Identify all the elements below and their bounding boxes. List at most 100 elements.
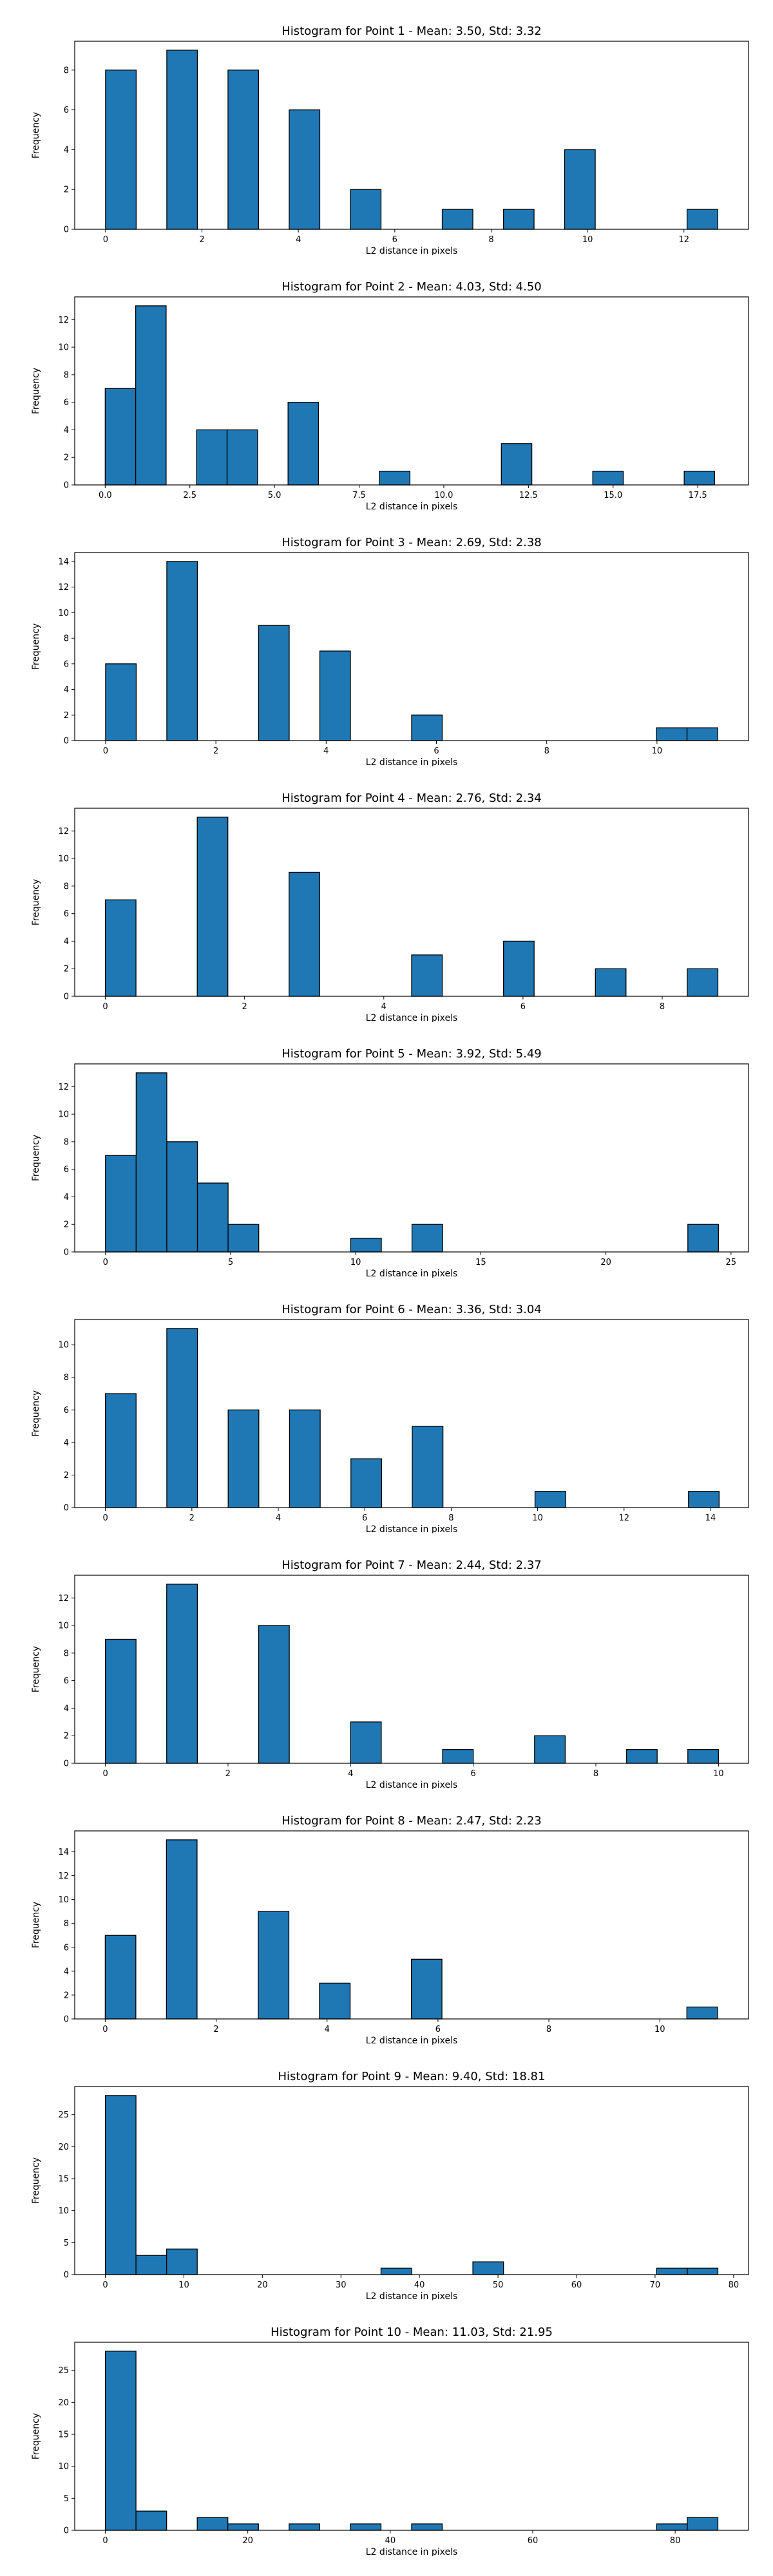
- y-tick-label: 0: [64, 1504, 69, 1513]
- x-axis-label: L2 distance in pixels: [366, 1780, 458, 1789]
- chart-title: Histogram for Point 1 - Mean: 3.50, Std:…: [282, 24, 542, 38]
- histogram-bar: [411, 1224, 443, 1253]
- histogram-bar: [380, 2268, 412, 2275]
- histogram-bar: [350, 2523, 382, 2531]
- x-tick-label: 2: [199, 235, 204, 245]
- x-tick-label: 6: [392, 235, 397, 245]
- y-tick-label: 14: [58, 557, 69, 567]
- histogram-bar: [135, 1072, 167, 1253]
- histogram-bar: [258, 625, 290, 741]
- histogram-bar: [104, 899, 137, 997]
- chart-title: Histogram for Point 3 - Mean: 2.69, Std:…: [282, 536, 542, 549]
- x-tick-label: 12: [678, 235, 689, 245]
- x-axis-label: L2 distance in pixels: [366, 1013, 458, 1022]
- x-tick-label: 0: [102, 1769, 108, 1779]
- y-tick-label: 20: [58, 2398, 69, 2408]
- histogram-bar: [104, 2095, 137, 2275]
- histogram-bar: [683, 470, 716, 486]
- y-tick-label: 8: [64, 1373, 69, 1383]
- histogram-svg: 0 20 40 60 80 0 5 10 15 20 25 Histogram for Point 1…: [31, 2325, 749, 2556]
- histogram-chart-8: 0 2 4 6 8 10 0 2 4 6 8 10 12 14 Histogram for Point 8 …: [0, 1790, 773, 2045]
- chart-title: Histogram for Point 9 - Mean: 9.40, Std:…: [278, 2070, 546, 2083]
- histogram-bar: [196, 429, 228, 486]
- y-tick-label: 10: [58, 1341, 69, 1350]
- y-tick-label: 2: [64, 1220, 69, 1230]
- y-tick-label: 25: [58, 2110, 69, 2120]
- histogram-chart-10: 0 20 40 60 80 0 5 10 15 20 25 Histogram for Point 1…: [0, 2301, 773, 2556]
- x-tick-label: 5.0: [268, 491, 282, 500]
- y-tick-label: 10: [58, 2206, 69, 2216]
- x-tick-label: 10: [178, 2280, 189, 2290]
- histogram-bar: [166, 1839, 198, 2020]
- histogram-bar: [135, 2510, 167, 2531]
- y-tick-label: 6: [64, 106, 69, 115]
- x-tick-label: 4: [276, 1513, 281, 1523]
- y-tick-label: 8: [64, 66, 69, 75]
- x-tick-label: 70: [650, 2280, 661, 2290]
- x-tick-label: 8: [593, 1769, 598, 1779]
- histogram-chart-7: 0 2 4 6 8 10 0 2 4 6 8 10 12 Histogram for Point 7 - …: [0, 1534, 773, 1789]
- histogram-bar: [287, 401, 320, 486]
- x-tick-label: 2: [213, 746, 218, 756]
- histogram-bar: [411, 954, 443, 997]
- histogram-chart-3: 0 2 4 6 8 10 0 2 4 6 8 10 12 14 Histogram for Point 3 …: [0, 511, 773, 766]
- x-tick-label: 0: [103, 746, 108, 756]
- plot-frame: [74, 808, 749, 997]
- y-tick-label: 2: [64, 1991, 69, 2000]
- histogram-svg: 0 2 4 6 8 10 12 14 0 2 4 6 8 10 Histogram for Point 6 …: [31, 1303, 749, 1533]
- y-tick-label: 0: [64, 225, 69, 235]
- x-tick-label: 2: [213, 2025, 218, 2034]
- histogram-bar: [501, 443, 533, 486]
- histogram-svg: 0.0 2.5 5.0 7.5 10.0 12.5 15.0 17.5 0 2 4 6 8 10 12 His…: [31, 280, 749, 511]
- chart-title: Histogram for Point 10 - Mean: 11.03, St…: [271, 2325, 553, 2339]
- x-tick-label: 30: [336, 2280, 347, 2290]
- x-tick-label: 6: [435, 2025, 441, 2034]
- histogram-bar: [166, 1328, 198, 1508]
- y-tick-label: 15: [58, 2175, 69, 2184]
- histogram-bar: [502, 209, 535, 230]
- histogram-bar: [686, 2006, 718, 2020]
- y-tick-label: 14: [58, 1848, 69, 1857]
- y-axis-label: Frequency: [31, 2157, 41, 2204]
- x-tick-label: 0: [103, 235, 108, 245]
- y-tick-label: 10: [58, 609, 69, 618]
- y-tick-label: 2: [64, 1732, 69, 1741]
- y-tick-label: 12: [58, 1083, 69, 1092]
- x-tick-label: 40: [414, 2280, 425, 2290]
- histogram-svg: 0 5 10 15 20 25 0 2 4 6 8 10 12 Histogram for Point 5…: [31, 1047, 749, 1278]
- histogram-bar: [350, 1237, 382, 1253]
- y-tick-label: 4: [64, 426, 69, 435]
- histogram-bar: [289, 109, 321, 230]
- x-tick-label: 40: [385, 2536, 396, 2546]
- histogram-bar: [289, 2523, 321, 2531]
- histogram-bar: [686, 727, 718, 741]
- x-tick-label: 80: [729, 2280, 740, 2290]
- chart-title: Histogram for Point 8 - Mean: 2.47, Std:…: [282, 1814, 542, 1828]
- y-tick-label: 4: [64, 937, 69, 947]
- y-tick-label: 12: [58, 1594, 69, 1604]
- y-tick-label: 10: [58, 1895, 69, 1905]
- x-tick-label: 0: [102, 2025, 108, 2034]
- y-tick-label: 4: [64, 1704, 69, 1714]
- x-tick-label: 2.5: [183, 491, 196, 500]
- histogram-bar: [350, 189, 382, 230]
- chart-title: Histogram for Point 7 - Mean: 2.44, Std:…: [282, 1558, 542, 1572]
- histogram-bar: [686, 209, 718, 230]
- histogram-bar: [625, 1748, 658, 1764]
- x-tick-label: 4: [323, 746, 329, 756]
- x-tick-label: 5: [228, 1258, 233, 1267]
- x-tick-label: 25: [726, 1258, 737, 1267]
- histogram-svg: 0 2 4 6 8 10 0 2 4 6 8 10 12 Histogram for Point 7 - …: [31, 1558, 749, 1789]
- histogram-bar: [196, 2517, 229, 2531]
- y-tick-label: 10: [58, 2462, 69, 2472]
- histogram-bar: [104, 1393, 137, 1508]
- histogram-bar: [104, 388, 137, 486]
- histogram-bar: [441, 209, 473, 230]
- y-tick-label: 25: [58, 2366, 69, 2376]
- y-tick-label: 0: [64, 1248, 69, 1258]
- x-axis-label: L2 distance in pixels: [366, 502, 458, 511]
- x-axis-label: L2 distance in pixels: [366, 757, 458, 766]
- x-tick-label: 12: [618, 1513, 629, 1523]
- histogram-bar: [687, 2517, 719, 2531]
- histogram-bar: [442, 1748, 474, 1764]
